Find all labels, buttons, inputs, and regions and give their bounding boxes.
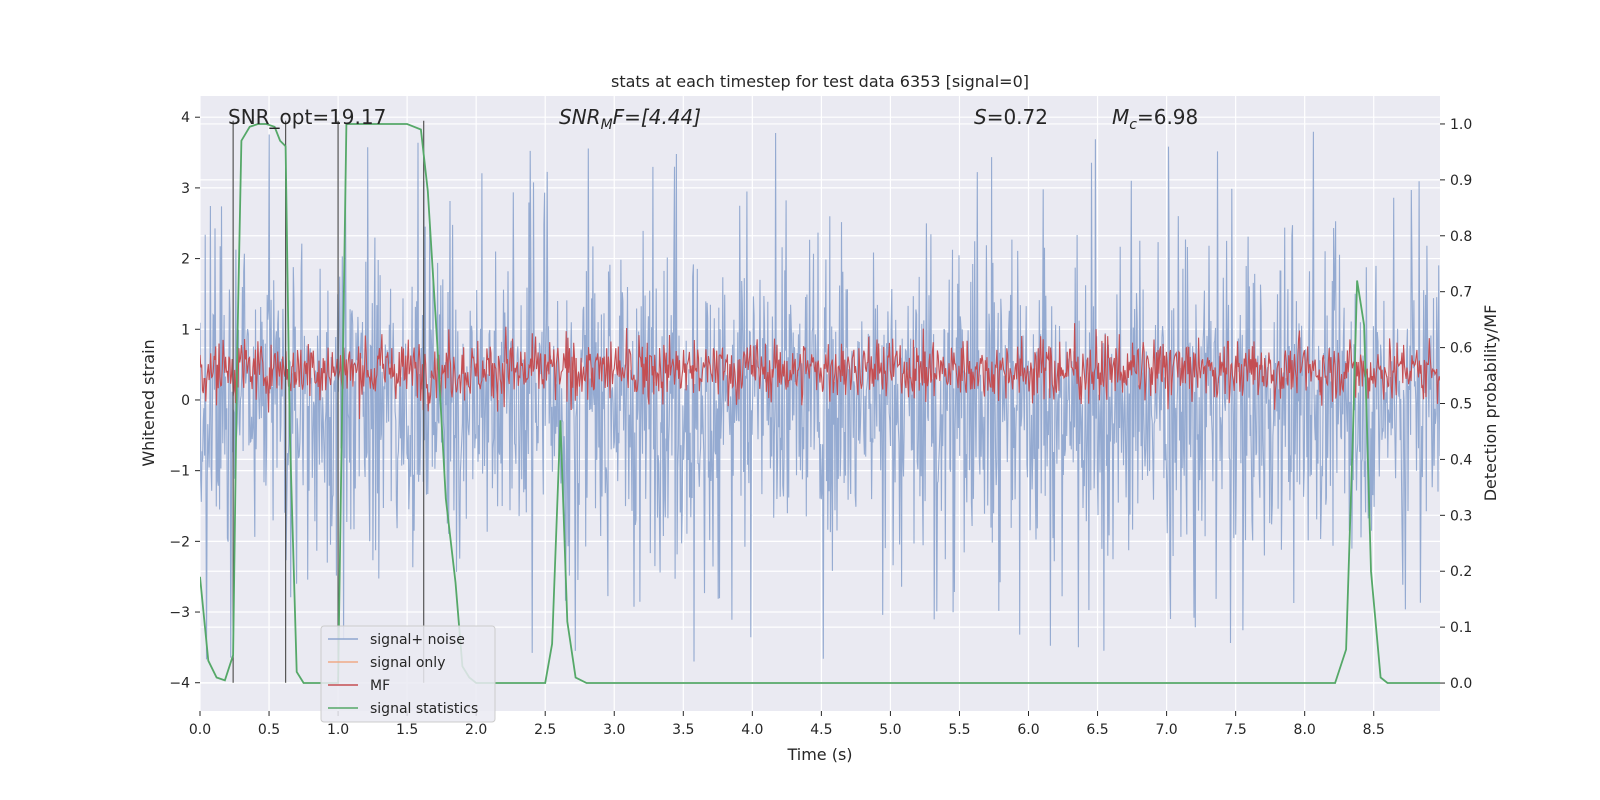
x-tick-label-0: 0.0 [189,722,211,738]
x-tick-label-8: 4.0 [741,722,763,738]
legend-label-signal-statistics: signal statistics [370,701,478,717]
y-right-tick-label-8: 0.2 [1450,564,1472,580]
y-right-tick-label-2: 0.8 [1450,229,1472,245]
y-left-tick-label-7: −3 [169,605,190,621]
annotation-snr-mf-symbol: SNR [559,105,601,129]
annotation-snr-mf: SNRMF=[4.44] [559,105,701,133]
annotation-mc-value: =6.98 [1137,105,1198,129]
x-tick-label-7: 3.5 [672,722,694,738]
x-tick-label-13: 6.5 [1086,722,1108,738]
x-tick-label-4: 2.0 [465,722,487,738]
y-axis-label-left: Whitened strain [139,339,158,466]
axes: 0.0 0.5 1.0 1.5 2.0 2.5 3.0 3.5 4.0 4.5 5.0 5.5 6.0 6… [169,110,1472,738]
annotation-mc: Mc=6.98 [1112,105,1198,133]
series-mf [200,323,1440,420]
y-right-tick-label-5: 0.5 [1450,397,1472,413]
x-tick-label-3: 1.5 [396,722,418,738]
chart-title: stats at each timestep for test data 635… [611,72,1029,91]
y-right-tick-label-4: 0.6 [1450,341,1472,357]
y-right-tick-label-9: 0.1 [1450,620,1472,636]
x-tick-label-11: 5.5 [948,722,970,738]
x-tick-label-10: 5.0 [879,722,901,738]
annotation-snr-opt: SNR_opt=19.17 [228,105,386,129]
series-signal-statistics [200,123,1440,684]
annotation-s: S=0.72 [974,105,1048,129]
y-left-tick-label-0: 4 [181,110,190,126]
y-left-tick-label-8: −4 [169,676,190,692]
x-tick-label-16: 8.0 [1294,722,1316,738]
y-axis-label-right: Detection probability/MF [1481,305,1500,502]
annotation-mc-symbol: M [1112,105,1129,129]
x-tick-label-15: 7.5 [1225,722,1247,738]
legend: signal+ noise signal only MF signal stat… [320,625,496,723]
y-right-tick-label-10: 0.0 [1450,676,1472,692]
y-right-tick-label-7: 0.3 [1450,508,1472,524]
x-tick-label-6: 3.0 [603,722,625,738]
legend-label-mf: MF [370,678,390,694]
annotation-snr-mf-subscript: M [601,117,613,133]
x-tick-label-1: 0.5 [258,722,280,738]
y-left-tick-label-5: −1 [169,464,190,480]
series-layer [200,120,1440,684]
legend-label-signal-noise: signal+ noise [370,632,465,648]
x-tick-label-12: 6.0 [1017,722,1039,738]
y-right-tick-label-0: 1.0 [1450,117,1472,133]
y-left-tick-label-4: 0 [181,393,190,409]
annotation-s-value: =0.72 [987,105,1048,129]
x-tick-label-5: 2.5 [534,722,556,738]
series-signal-noise [200,131,1440,662]
y-right-tick-label-6: 0.4 [1450,452,1472,468]
annotation-s-symbol: S [974,105,987,129]
y-left-tick-label-6: −2 [169,534,190,550]
x-axis-label: Time (s) [786,745,852,764]
x-tick-label-17: 8.5 [1363,722,1385,738]
legend-box [320,625,496,723]
y-right-tick-label-3: 0.7 [1450,285,1472,301]
legend-label-signal-only: signal only [370,655,445,671]
y-left-tick-label-1: 3 [181,181,190,197]
y-left-tick-label-2: 2 [181,252,190,268]
y-left-tick-label-3: 1 [181,322,190,338]
x-tick-label-9: 4.5 [810,722,832,738]
annotation-snr-mf-value: F=[4.44] [613,105,701,129]
annotation-mc-subscript: c [1129,117,1137,133]
x-tick-label-14: 7.0 [1155,722,1177,738]
y-right-tick-label-1: 0.9 [1450,173,1472,189]
x-tick-label-2: 1.0 [327,722,349,738]
